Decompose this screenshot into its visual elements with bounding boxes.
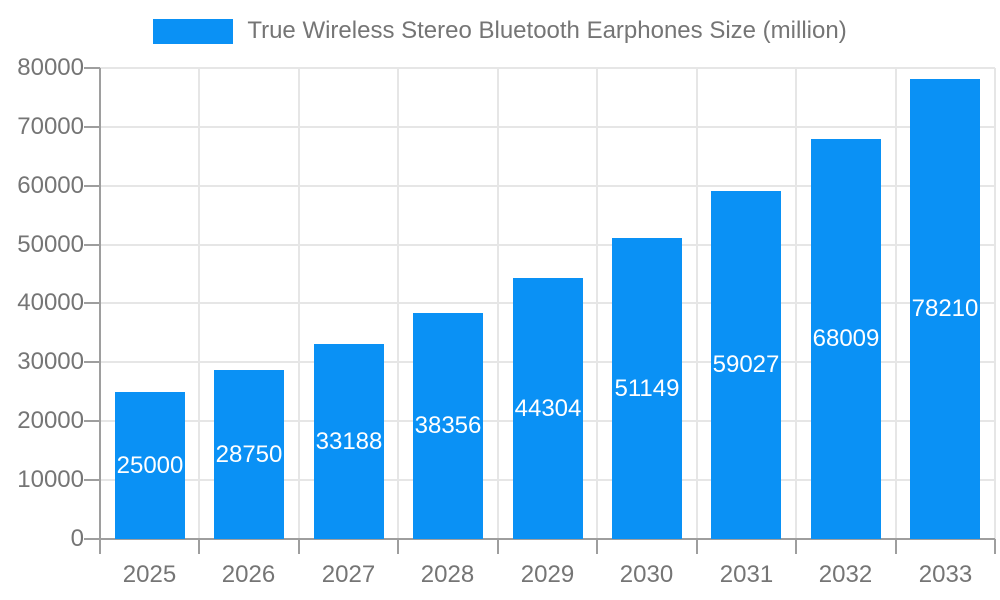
x-tick-label: 2030: [619, 561, 674, 588]
y-tick-label: 80000: [17, 54, 84, 81]
bar-value-label: 51149: [614, 374, 680, 402]
h-gridline: [100, 244, 995, 246]
x-tick-label: 2025: [122, 561, 177, 588]
h-gridline: [100, 185, 995, 187]
bar-2030: 51149: [612, 238, 682, 539]
x-tick-label: 2032: [818, 561, 873, 588]
plot-area: 0 10000 20000 30000 40000 50000 60000 70000 8000…: [17, 55, 996, 588]
x-tick: [696, 539, 698, 554]
bar-value-label: 38356: [414, 412, 482, 439]
v-gridline: [795, 68, 797, 539]
x-tick-label: 2028: [420, 561, 475, 588]
x-tick: [497, 539, 499, 554]
y-tick-label: 70000: [17, 113, 84, 140]
bar-2031: 59027: [711, 191, 781, 539]
bar-2025: 25000: [115, 392, 185, 539]
y-tick-label: 0: [70, 525, 84, 552]
y-axis-line: [99, 68, 101, 539]
v-gridline: [497, 68, 499, 539]
bar-value-label: 44304: [514, 394, 582, 422]
x-tick: [397, 539, 399, 554]
legend-swatch: [153, 18, 234, 44]
y-tick: [84, 420, 100, 422]
bar-2026: 28750: [214, 370, 284, 539]
h-gridline: [100, 126, 995, 128]
x-tick: [994, 539, 996, 554]
y-tick-label: 60000: [17, 172, 84, 199]
bar-value-label: 78210: [911, 295, 979, 322]
v-gridline: [696, 68, 698, 539]
bar-value-label: 59027: [712, 351, 780, 378]
x-axis-line: [100, 538, 995, 540]
bar-value-label: 28750: [215, 440, 283, 468]
v-gridline: [596, 68, 598, 539]
bar-2032: 68009: [811, 139, 881, 539]
x-tick-label: 2027: [321, 561, 376, 588]
h-gridline: [100, 67, 995, 69]
x-tick: [895, 539, 897, 554]
bar-2029: 44304: [513, 278, 583, 539]
y-tick-label: 20000: [17, 407, 84, 434]
x-tick: [198, 539, 200, 554]
bar-value-label: 33188: [315, 427, 383, 455]
y-tick: [84, 244, 100, 246]
y-tick: [84, 302, 100, 304]
legend: True Wireless Stereo Bluetooth Earphones…: [0, 8, 1000, 54]
y-tick: [84, 538, 100, 540]
y-tick: [84, 126, 100, 128]
x-tick: [99, 539, 101, 554]
x-tick: [298, 539, 300, 554]
x-tick-label: 2031: [719, 561, 774, 588]
v-gridline: [397, 68, 399, 539]
y-tick: [84, 67, 100, 69]
y-tick-label: 50000: [17, 231, 84, 258]
bar-2033: 78210: [910, 79, 980, 539]
y-tick-label: 10000: [17, 466, 84, 493]
v-gridline: [198, 68, 200, 539]
y-tick: [84, 361, 100, 363]
bar-value-label: 68009: [812, 325, 880, 352]
x-tick-label: 2029: [520, 561, 575, 588]
y-tick-label: 30000: [17, 348, 84, 375]
y-tick: [84, 185, 100, 187]
bar-value-label: 25000: [116, 451, 184, 479]
bar-2027: 33188: [314, 344, 384, 539]
v-gridline: [994, 68, 996, 539]
bar-2028: 38356: [413, 313, 483, 539]
x-tick: [596, 539, 598, 554]
x-tick: [795, 539, 797, 554]
legend-label: True Wireless Stereo Bluetooth Earphones…: [247, 17, 847, 44]
x-tick-label: 2033: [918, 561, 973, 588]
y-tick-label: 40000: [17, 289, 84, 316]
v-gridline: [895, 68, 897, 539]
x-tick-label: 2026: [221, 561, 276, 588]
v-gridline: [298, 68, 300, 539]
y-tick: [84, 479, 100, 481]
